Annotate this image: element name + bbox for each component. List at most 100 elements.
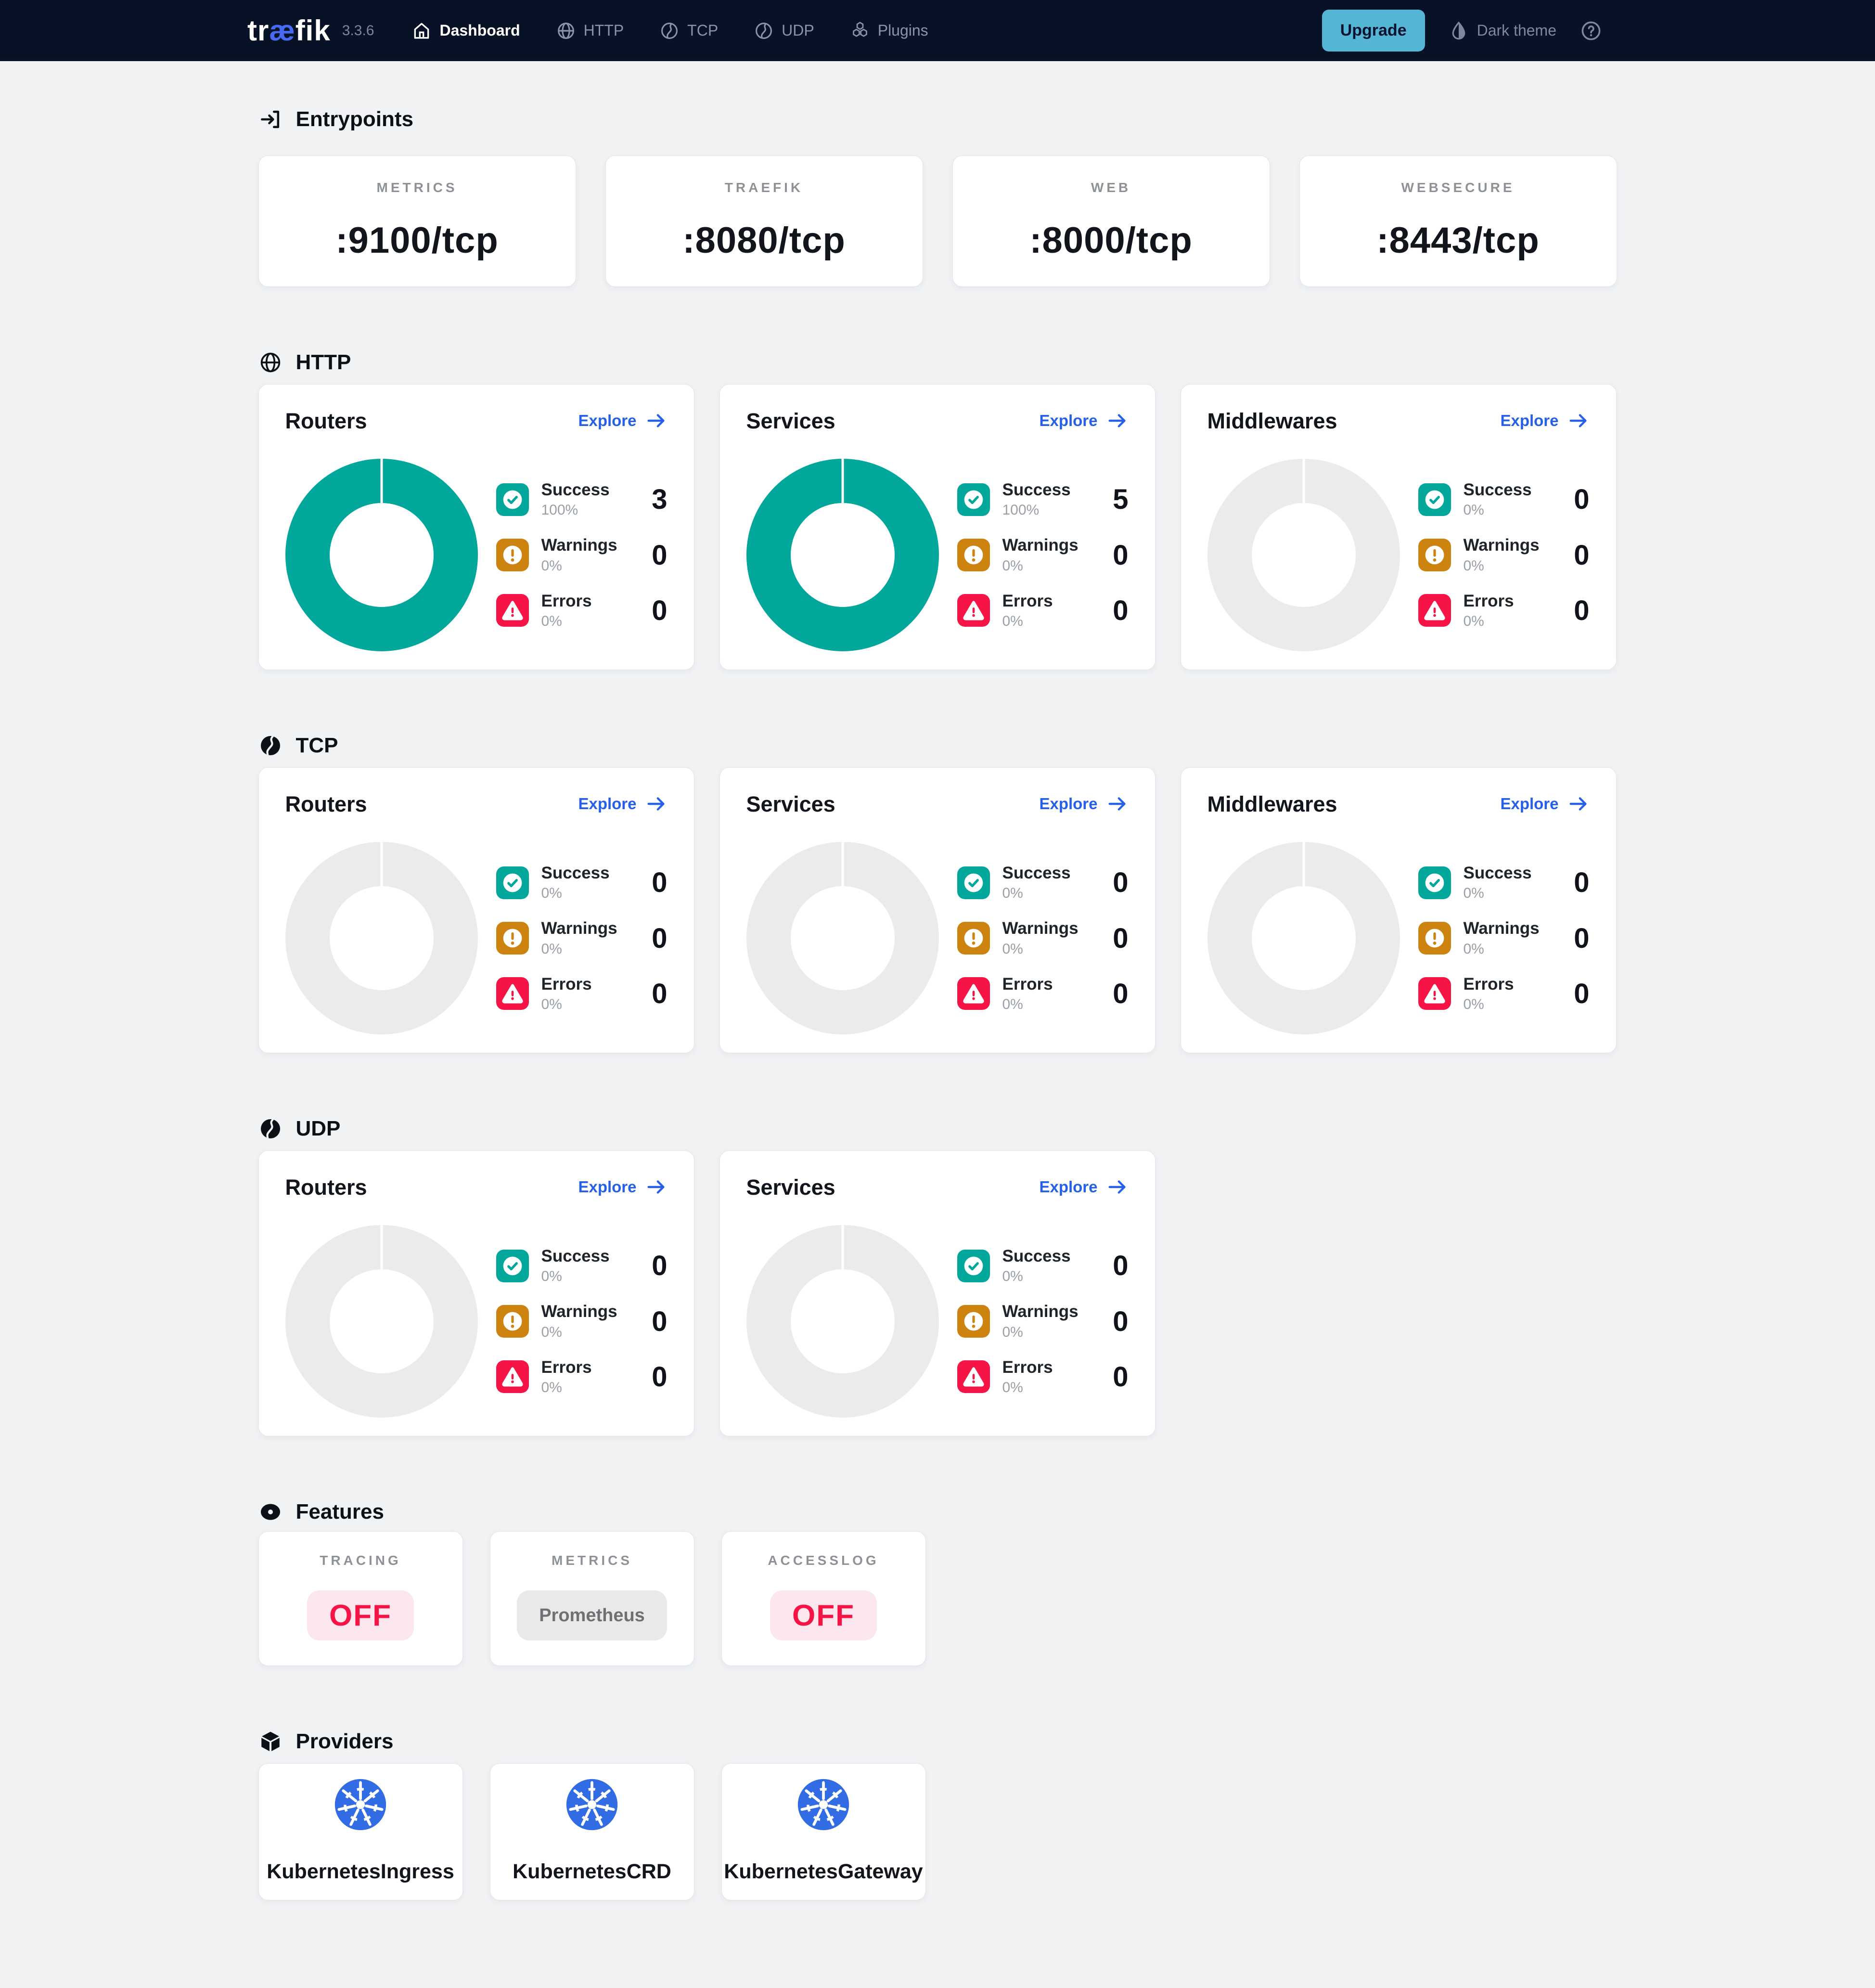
legend-row-success: Success 0% 0 xyxy=(496,1247,668,1285)
navbar-menu: Dashboard HTTP TCP UDP Plugins xyxy=(411,21,963,41)
legend-count: 0 xyxy=(1574,922,1590,954)
help-icon xyxy=(1580,19,1603,42)
success-icon xyxy=(496,1249,529,1282)
features-icon xyxy=(258,1500,283,1524)
explore-link[interactable]: Explore xyxy=(1039,1176,1128,1198)
providers-section-heading: Providers xyxy=(258,1730,1617,1754)
legend-row-errors: Errors 0% 0 xyxy=(1418,592,1590,630)
explore-link[interactable]: Explore xyxy=(578,410,667,432)
entrypoint-card-websecure: WEBSECURE :8443/tcp xyxy=(1299,155,1617,287)
arrow-right-icon xyxy=(1106,410,1129,432)
provider-card-kubernetesingress: KubernetesIngress xyxy=(258,1763,463,1900)
legend-count: 0 xyxy=(652,978,668,1009)
explore-label: Explore xyxy=(1500,412,1559,429)
upgrade-button[interactable]: Upgrade xyxy=(1322,10,1425,52)
explore-link[interactable]: Explore xyxy=(578,1176,667,1198)
legend-row-warnings: Warnings 0% 0 xyxy=(957,919,1129,957)
provider-card-kubernetesgateway: KubernetesGateway xyxy=(721,1763,926,1900)
legend: Success 0% 0 Warnings 0% 0 Errors 0% 0 xyxy=(496,1247,668,1396)
error-icon xyxy=(957,1360,990,1394)
feature-label: ACCESSLOG xyxy=(768,1553,879,1568)
donut-chart xyxy=(285,1225,478,1418)
entrypoints-section-heading: Entrypoints xyxy=(258,107,1617,131)
legend-label: Success xyxy=(1463,864,1532,883)
feature-status-pill: OFF xyxy=(307,1590,414,1640)
warning-icon xyxy=(957,922,990,955)
explore-link[interactable]: Explore xyxy=(578,793,667,815)
success-icon xyxy=(1418,483,1451,516)
home-icon xyxy=(411,21,432,41)
legend-percent: 0% xyxy=(1002,557,1023,574)
tcp-protocol-icon xyxy=(659,21,680,41)
udp-services-card: Services Explore Success 0% 0 Warni xyxy=(719,1150,1156,1436)
legend-percent: 0% xyxy=(541,557,562,574)
legend-row-success: Success 0% 0 xyxy=(1418,864,1590,902)
warning-icon xyxy=(1418,539,1451,571)
legend-percent: 0% xyxy=(541,1268,562,1285)
feature-card-metrics: METRICS Prometheus xyxy=(489,1531,694,1666)
legend-label: Warnings xyxy=(1002,1302,1079,1321)
warning-icon xyxy=(496,922,529,955)
legend-percent: 0% xyxy=(1463,885,1484,902)
legend-label: Errors xyxy=(541,974,592,994)
legend-count: 0 xyxy=(1574,867,1590,899)
udp-cards-row: Routers Explore Success 0% 0 Warnin xyxy=(258,1150,1617,1436)
globe-icon xyxy=(258,350,283,374)
legend-percent: 0% xyxy=(1002,1268,1023,1285)
legend-label: Errors xyxy=(1002,591,1053,610)
legend-count: 0 xyxy=(1574,484,1590,516)
nav-item-tcp[interactable]: TCP xyxy=(659,21,718,41)
version-label: 3.3.6 xyxy=(342,22,374,39)
legend-count: 5 xyxy=(1113,484,1129,516)
legend-percent: 0% xyxy=(1002,1324,1023,1340)
legend: Success 0% 0 Warnings 0% 0 Errors 0% 0 xyxy=(1418,480,1590,630)
error-icon xyxy=(957,594,990,627)
legend-percent: 100% xyxy=(541,502,578,518)
nav-item-plugins[interactable]: Plugins xyxy=(850,21,928,41)
legend-percent: 0% xyxy=(541,996,562,1012)
legend-label: Success xyxy=(1463,480,1532,500)
legend-percent: 0% xyxy=(1002,613,1023,629)
legend-count: 0 xyxy=(1113,867,1129,899)
arrow-right-icon xyxy=(645,793,668,815)
arrow-right-icon xyxy=(645,1176,668,1198)
kubernetes-icon xyxy=(797,1778,850,1831)
error-icon xyxy=(1418,977,1451,1010)
warning-icon xyxy=(496,1305,529,1338)
nav-item-udp[interactable]: UDP xyxy=(754,21,814,41)
legend-percent: 0% xyxy=(541,941,562,957)
nav-item-dashboard[interactable]: Dashboard xyxy=(411,21,520,41)
feature-card-accesslog: ACCESSLOG OFF xyxy=(721,1531,926,1666)
nav-item-http[interactable]: HTTP xyxy=(556,21,624,41)
feature-label: METRICS xyxy=(552,1553,632,1568)
legend-label: Warnings xyxy=(1002,919,1079,938)
legend-row-warnings: Warnings 0% 0 xyxy=(496,536,668,574)
explore-link[interactable]: Explore xyxy=(1500,410,1589,432)
legend-percent: 0% xyxy=(1002,996,1023,1012)
dark-theme-toggle[interactable]: Dark theme xyxy=(1448,20,1556,41)
legend-percent: 0% xyxy=(541,885,562,902)
legend-row-success: Success 0% 0 xyxy=(957,1247,1129,1285)
help-button[interactable] xyxy=(1580,19,1603,42)
legend-label: Success xyxy=(541,864,610,883)
legend-count: 0 xyxy=(1574,539,1590,571)
entrypoint-port: :9100/tcp xyxy=(335,220,499,261)
feature-status-pill: Prometheus xyxy=(517,1590,667,1640)
logo-text: tr xyxy=(247,14,270,47)
explore-label: Explore xyxy=(1039,795,1098,813)
provider-name: KubernetesIngress xyxy=(267,1860,454,1883)
legend-count: 0 xyxy=(1574,978,1590,1009)
card-title: Middlewares xyxy=(1207,791,1337,816)
legend-count: 0 xyxy=(1113,978,1129,1009)
entrypoint-label: WEB xyxy=(1091,180,1131,195)
arrow-right-icon xyxy=(1106,1176,1129,1198)
legend-count: 0 xyxy=(1113,1305,1129,1337)
explore-link[interactable]: Explore xyxy=(1500,793,1589,815)
explore-link[interactable]: Explore xyxy=(1039,410,1128,432)
explore-link[interactable]: Explore xyxy=(1039,793,1128,815)
features-section-heading: Features xyxy=(258,1500,1617,1524)
legend-count: 0 xyxy=(652,539,668,571)
legend-label: Errors xyxy=(541,591,592,610)
legend-count: 0 xyxy=(652,867,668,899)
legend-row-errors: Errors 0% 0 xyxy=(496,1358,668,1396)
